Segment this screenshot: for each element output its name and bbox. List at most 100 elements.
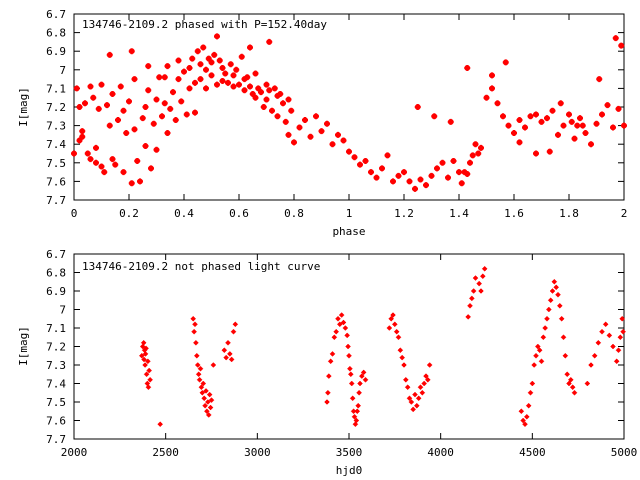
data-point — [230, 328, 237, 335]
data-point — [329, 141, 336, 148]
data-point — [566, 380, 572, 387]
data-point — [131, 76, 138, 83]
y-tick-label: 7.2 — [46, 101, 66, 114]
data-point — [203, 66, 209, 73]
data-point — [98, 81, 105, 88]
data-point — [230, 72, 237, 79]
data-point — [208, 59, 215, 66]
unphased-light-curve-plot: 2000 2500 3000 3500 4000 4500 5000 6.7 6.8 6.9 7 7… — [17, 248, 637, 477]
data-point — [404, 384, 411, 391]
data-point — [555, 131, 561, 138]
data-point — [153, 96, 160, 103]
data-point — [204, 399, 211, 405]
data-point — [546, 148, 553, 155]
data-point — [533, 111, 539, 118]
data-point — [516, 139, 523, 146]
data-point — [346, 352, 352, 359]
data-point — [117, 83, 124, 90]
data-point — [90, 94, 97, 101]
data-point — [388, 315, 395, 322]
y-tick-label: 7 — [59, 64, 66, 77]
data-point — [333, 328, 340, 335]
data-point — [584, 380, 591, 387]
data-point — [340, 319, 347, 326]
data-point — [216, 57, 223, 64]
data-point — [483, 94, 490, 101]
data-point — [344, 332, 351, 339]
data-point — [73, 85, 80, 92]
x-tick-label: 2000 — [61, 446, 88, 459]
data-point — [612, 35, 619, 42]
y-tick-labels: 6.7 6.8 6.9 7 7.1 7.2 7.3 7.4 7.5 7.6 7.7 — [46, 248, 624, 446]
data-point — [567, 376, 574, 383]
data-point — [556, 302, 563, 309]
x-tick-label: 0.4 — [174, 207, 194, 220]
y-tick-label: 7.3 — [46, 120, 66, 133]
data-point — [401, 169, 407, 176]
data-point — [599, 328, 605, 335]
data-point — [164, 63, 171, 70]
data-point — [571, 135, 578, 142]
data-point — [269, 107, 275, 114]
data-point — [349, 395, 356, 402]
data-point — [232, 321, 239, 328]
y-tick-label: 6.8 — [46, 267, 66, 280]
data-point — [357, 380, 363, 387]
plot-frame — [73, 13, 625, 201]
data-point — [351, 154, 358, 161]
data-point — [421, 380, 428, 387]
data-point — [551, 278, 558, 285]
data-point — [347, 365, 353, 372]
data-point — [197, 365, 204, 372]
data-point — [423, 182, 429, 189]
y-tick-label: 7 — [59, 304, 66, 317]
data-point — [596, 76, 603, 83]
x-tick-labels: 0 0.2 0.4 0.6 0.8 1 1.2 1.4 1.6 1.8 2 — [71, 14, 627, 220]
data-point — [555, 291, 561, 298]
data-point — [558, 315, 565, 322]
data-point — [200, 380, 207, 387]
y-tick-label: 7.6 — [46, 415, 66, 428]
data-point — [613, 358, 620, 365]
data-point — [542, 325, 549, 331]
data-point — [615, 105, 622, 112]
y-tick-label: 7.3 — [46, 359, 66, 372]
data-point — [189, 55, 196, 62]
data-point — [352, 421, 359, 428]
y-tick-label: 7.7 — [46, 433, 66, 446]
data-point — [357, 161, 363, 168]
data-point — [417, 384, 424, 391]
data-point — [277, 90, 284, 97]
x-tick-label: 0.2 — [119, 207, 139, 220]
data-point — [439, 159, 446, 166]
data-point — [241, 76, 248, 83]
data-point — [426, 362, 433, 368]
data-point — [282, 118, 289, 125]
data-point — [197, 76, 204, 83]
data-point — [406, 178, 413, 185]
data-point — [549, 107, 556, 114]
data-point — [390, 312, 396, 318]
data-point — [384, 152, 391, 159]
data-point — [617, 334, 624, 341]
data-point — [142, 351, 149, 357]
data-point — [195, 371, 202, 378]
data-point — [464, 64, 471, 71]
data-point — [406, 395, 413, 402]
data-point — [145, 358, 151, 365]
data-point — [335, 315, 341, 322]
data-point — [354, 408, 361, 415]
x-tick-label: 1.8 — [559, 207, 579, 220]
data-point — [222, 70, 229, 77]
data-point — [106, 122, 113, 129]
data-point — [368, 169, 374, 176]
data-point — [415, 395, 422, 402]
data-point — [325, 389, 331, 396]
data-point — [128, 48, 135, 55]
data-point — [280, 100, 286, 107]
data-point — [128, 180, 135, 187]
data-point — [238, 53, 245, 60]
data-point — [313, 113, 319, 120]
data-point — [469, 152, 476, 159]
data-point — [201, 395, 208, 402]
